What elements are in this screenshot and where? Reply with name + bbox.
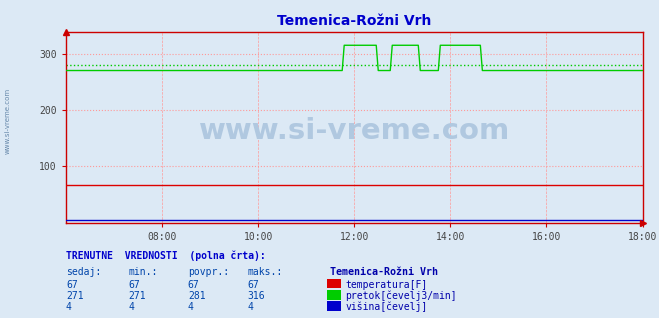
Text: višina[čevelj]: višina[čevelj] — [345, 301, 428, 312]
Text: 67: 67 — [129, 280, 140, 290]
Text: 316: 316 — [247, 291, 265, 301]
Text: 67: 67 — [188, 280, 200, 290]
Text: 4: 4 — [129, 302, 134, 312]
Text: 271: 271 — [129, 291, 146, 301]
Text: min.:: min.: — [129, 267, 158, 277]
Text: 281: 281 — [188, 291, 206, 301]
Text: TRENUTNE  VREDNOSTI  (polna črta):: TRENUTNE VREDNOSTI (polna črta): — [66, 251, 266, 261]
Text: povpr.:: povpr.: — [188, 267, 229, 277]
Text: Temenica-Rožni Vrh: Temenica-Rožni Vrh — [330, 267, 438, 277]
Text: 4: 4 — [188, 302, 194, 312]
Text: temperatura[F]: temperatura[F] — [345, 280, 428, 290]
Text: 67: 67 — [66, 280, 78, 290]
Text: pretok[čevelj3/min]: pretok[čevelj3/min] — [345, 290, 457, 301]
Text: 67: 67 — [247, 280, 259, 290]
Text: 4: 4 — [247, 302, 253, 312]
Text: www.si-vreme.com: www.si-vreme.com — [5, 88, 11, 154]
Text: sedaj:: sedaj: — [66, 267, 101, 277]
Text: www.si-vreme.com: www.si-vreme.com — [198, 117, 510, 145]
Text: 271: 271 — [66, 291, 84, 301]
Text: 4: 4 — [66, 302, 72, 312]
Title: Temenica-Rožni Vrh: Temenica-Rožni Vrh — [277, 14, 432, 28]
Text: maks.:: maks.: — [247, 267, 282, 277]
